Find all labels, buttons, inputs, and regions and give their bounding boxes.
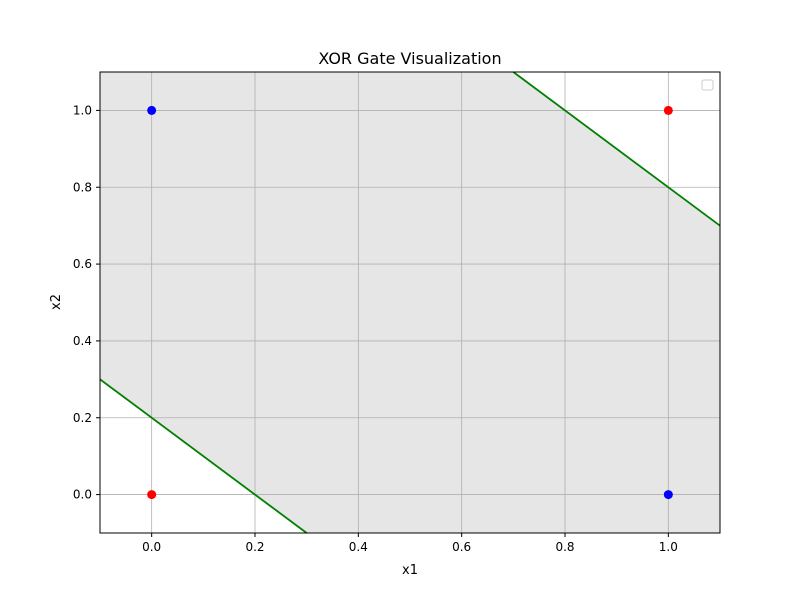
data-point — [663, 105, 673, 115]
x-tick-label: 0.0 — [142, 540, 161, 554]
x-axis-label: x1 — [402, 563, 418, 578]
y-tick-label: 0.6 — [73, 257, 92, 271]
data-point — [147, 490, 157, 500]
x-tick-label: 1.0 — [659, 540, 678, 554]
x-tick-label: 0.4 — [349, 540, 368, 554]
legend-box — [701, 79, 714, 91]
decision-boundary-line-1 — [99, 378, 308, 534]
y-tick-label: 0.8 — [73, 180, 92, 194]
x-tick-label: 0.2 — [245, 540, 264, 554]
x-tick-label: 0.6 — [452, 540, 471, 554]
y-tick-label: 0.2 — [73, 411, 92, 425]
y-tick-label: 0.0 — [73, 488, 92, 502]
data-point — [663, 490, 673, 500]
decision-boundary-line-2 — [512, 71, 721, 227]
data-point — [147, 105, 157, 115]
axes-frame — [99, 71, 721, 534]
chart-title: XOR Gate Visualization — [318, 49, 501, 68]
y-tick-label: 0.4 — [73, 334, 92, 348]
plot-area: 0.0 0.2 0.4 0.6 0.8 1.0 0.0 0.2 0.4 0.6 0.8 1.0 — [73, 71, 721, 554]
y-tick-label: 1.0 — [73, 103, 92, 117]
y-axis-label: x2 — [49, 294, 64, 310]
x-tick-label: 0.8 — [555, 540, 574, 554]
